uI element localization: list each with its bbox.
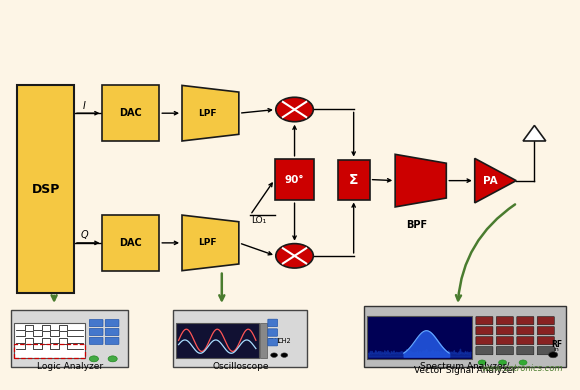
- FancyBboxPatch shape: [367, 316, 472, 359]
- FancyBboxPatch shape: [517, 326, 534, 335]
- Text: CH2: CH2: [277, 338, 291, 344]
- FancyBboxPatch shape: [103, 85, 160, 141]
- Polygon shape: [182, 215, 239, 271]
- Text: 90°: 90°: [285, 174, 304, 184]
- Text: LPF: LPF: [198, 238, 217, 247]
- FancyBboxPatch shape: [268, 329, 277, 336]
- FancyBboxPatch shape: [106, 337, 119, 344]
- Polygon shape: [182, 85, 239, 141]
- FancyBboxPatch shape: [89, 328, 103, 335]
- Circle shape: [271, 353, 277, 357]
- FancyBboxPatch shape: [106, 328, 119, 335]
- FancyBboxPatch shape: [260, 323, 267, 358]
- FancyBboxPatch shape: [106, 319, 119, 326]
- FancyBboxPatch shape: [537, 326, 554, 335]
- Text: Spectrum Analyzer/: Spectrum Analyzer/: [420, 362, 510, 370]
- Text: Σ: Σ: [349, 172, 358, 186]
- Text: BPF: BPF: [406, 220, 427, 230]
- Text: PA: PA: [483, 176, 498, 186]
- FancyBboxPatch shape: [537, 347, 554, 355]
- FancyBboxPatch shape: [537, 317, 554, 325]
- FancyBboxPatch shape: [476, 317, 493, 325]
- Polygon shape: [475, 158, 516, 203]
- FancyBboxPatch shape: [496, 326, 513, 335]
- FancyBboxPatch shape: [476, 337, 493, 345]
- Circle shape: [519, 360, 527, 365]
- FancyBboxPatch shape: [517, 347, 534, 355]
- Text: www.cntronics.com: www.cntronics.com: [481, 364, 563, 373]
- FancyBboxPatch shape: [476, 326, 493, 335]
- FancyBboxPatch shape: [275, 159, 314, 200]
- FancyBboxPatch shape: [476, 347, 493, 355]
- Text: LPF: LPF: [198, 109, 217, 118]
- Circle shape: [108, 356, 117, 362]
- Text: Oscilloscope: Oscilloscope: [212, 362, 269, 370]
- FancyBboxPatch shape: [89, 319, 103, 326]
- Circle shape: [276, 97, 313, 122]
- FancyBboxPatch shape: [268, 339, 277, 346]
- FancyBboxPatch shape: [268, 319, 277, 326]
- FancyBboxPatch shape: [496, 347, 513, 355]
- Text: LO₁: LO₁: [251, 216, 266, 225]
- Circle shape: [549, 352, 558, 358]
- FancyBboxPatch shape: [537, 337, 554, 345]
- Polygon shape: [395, 154, 447, 207]
- Text: CH1: CH1: [267, 338, 281, 344]
- Circle shape: [89, 356, 99, 362]
- Text: Logic Analyzer: Logic Analyzer: [37, 362, 103, 370]
- Text: DSP: DSP: [31, 183, 60, 196]
- Text: in: in: [554, 347, 560, 352]
- FancyBboxPatch shape: [496, 337, 513, 345]
- Text: I: I: [83, 101, 86, 111]
- Text: Vector Signal Analyzer: Vector Signal Analyzer: [414, 366, 516, 375]
- FancyBboxPatch shape: [338, 160, 369, 200]
- FancyBboxPatch shape: [17, 85, 74, 293]
- FancyBboxPatch shape: [364, 306, 566, 367]
- FancyBboxPatch shape: [176, 323, 259, 358]
- Circle shape: [478, 360, 486, 365]
- Text: DAC: DAC: [119, 238, 142, 248]
- FancyBboxPatch shape: [14, 323, 85, 358]
- Text: Q: Q: [81, 230, 88, 241]
- Circle shape: [499, 360, 506, 365]
- FancyBboxPatch shape: [89, 337, 103, 344]
- Circle shape: [281, 353, 288, 357]
- FancyBboxPatch shape: [173, 310, 307, 367]
- FancyBboxPatch shape: [103, 215, 160, 271]
- FancyBboxPatch shape: [517, 317, 534, 325]
- Circle shape: [276, 244, 313, 268]
- FancyBboxPatch shape: [517, 337, 534, 345]
- FancyBboxPatch shape: [12, 310, 128, 367]
- Polygon shape: [523, 126, 546, 141]
- FancyBboxPatch shape: [496, 317, 513, 325]
- Text: RF: RF: [552, 340, 563, 349]
- Text: DAC: DAC: [119, 108, 142, 118]
